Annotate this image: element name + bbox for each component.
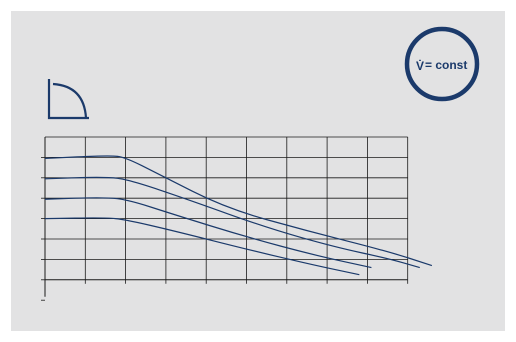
- axis-ticks: [41, 156, 409, 301]
- circle-badge-icon: [404, 26, 480, 102]
- pump-curves: [44, 155, 433, 276]
- pump-curve-4: [44, 217, 360, 276]
- badge-label: = const: [425, 58, 467, 72]
- diagram-panel: [11, 11, 505, 331]
- pump-curve-2: [44, 176, 420, 269]
- flow-symbol: V̇: [416, 58, 424, 73]
- pump-curve-3: [44, 197, 372, 269]
- quarter-circle-control-mode-icon: [47, 79, 89, 120]
- constant-flow-badge: V̇ = const: [404, 26, 480, 102]
- chart-grid: [44, 136, 409, 281]
- pump-curve-1: [44, 155, 433, 267]
